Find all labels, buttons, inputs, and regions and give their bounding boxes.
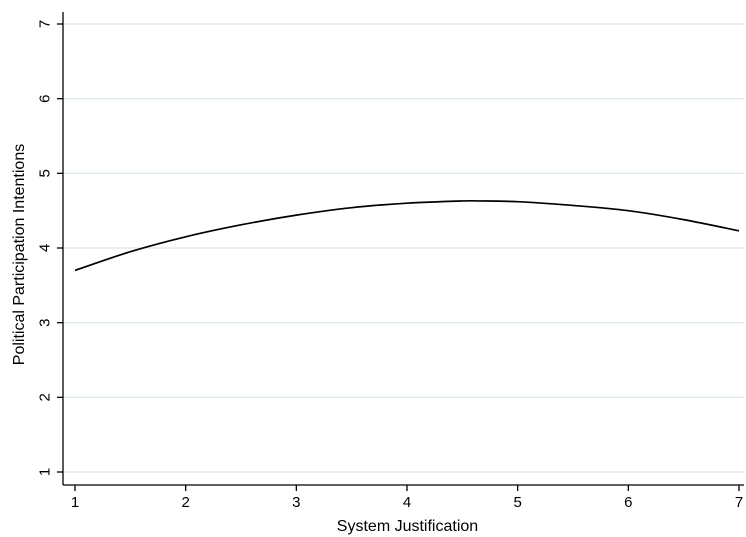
series-line	[74, 199, 740, 272]
x-tick-label: 6	[624, 494, 632, 511]
x-tick-label: 1	[71, 494, 79, 511]
x-tick-label: 2	[181, 494, 189, 511]
y-tick-label: 1	[37, 468, 54, 476]
y-axis-title: Political Participation Intentions	[11, 144, 28, 365]
x-tick-label: 7	[735, 494, 743, 511]
grid-lines	[63, 23, 744, 473]
y-tick-label: 7	[37, 20, 54, 28]
axis-labels: 1 2 3 4 5 6 7 1 2 3 4 5 6 7 System Justification Politi…	[11, 20, 743, 535]
x-tick-label: 4	[403, 494, 411, 511]
x-tick-label: 3	[292, 494, 300, 511]
y-tick-label: 5	[37, 169, 54, 177]
y-tick-label: 4	[37, 244, 54, 252]
y-tick-label: 2	[37, 393, 54, 401]
axes	[57, 12, 744, 491]
series	[74, 199, 740, 272]
y-tick-label: 6	[37, 94, 54, 102]
x-axis-title: System Justification	[337, 518, 478, 535]
y-tick-label: 3	[37, 318, 54, 326]
x-tick-label: 5	[513, 494, 521, 511]
